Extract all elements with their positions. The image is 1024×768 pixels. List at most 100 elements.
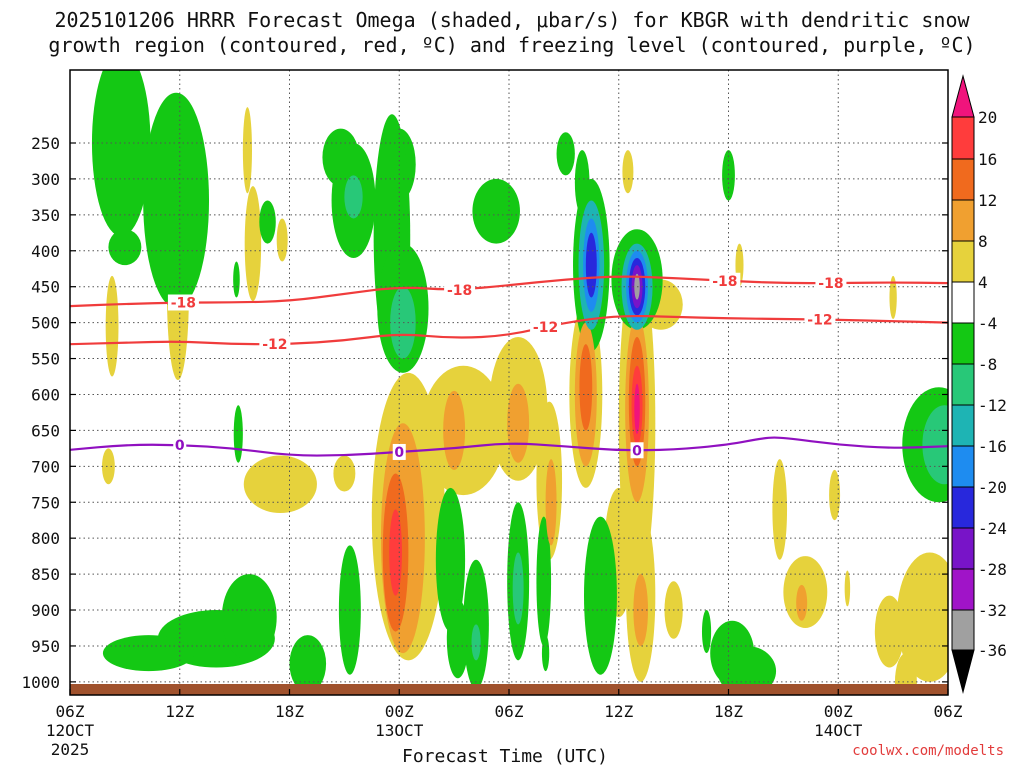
y-tick-label-1000: 1000 <box>21 673 60 692</box>
colorbar-bin-8 <box>951 445 975 488</box>
omega-cell-40 <box>722 150 735 201</box>
x-tick-label-24: 06Z <box>495 702 524 721</box>
y-tick-label-600: 600 <box>31 385 60 404</box>
colorbar-bin-12 <box>951 609 975 651</box>
omega-cell-57 <box>701 610 712 654</box>
y-tick-label-350: 350 <box>31 206 60 225</box>
y-tick-label-650: 650 <box>31 421 60 440</box>
colorbar-label-12: -32 <box>978 601 1007 620</box>
y-tick-label-950: 950 <box>31 637 60 656</box>
x-tick-date-18: 13OCT <box>375 721 424 740</box>
pressure-axis: 250 300 350 400 450 500 550 600 650 700 750 800 850 9… <box>21 134 948 692</box>
freezing-level-line-label-2: 0 <box>632 443 642 459</box>
omega-cell-2 <box>244 186 262 302</box>
x-tick-label-12: 18Z <box>275 702 304 721</box>
omega-cell-7 <box>333 455 356 492</box>
minus18-line-label-0: -18 <box>171 296 196 312</box>
omega-cell-6 <box>243 455 317 514</box>
omega-cell-73 <box>512 552 524 625</box>
x-tick-label-30: 12Z <box>604 702 633 721</box>
minus12-line-label-bg-2 <box>804 311 836 328</box>
omega-cell-64 <box>545 459 557 546</box>
y-tick-label-850: 850 <box>31 565 60 584</box>
colorbar-bin-3 <box>951 240 975 283</box>
omega-cell-72 <box>471 624 481 661</box>
omega-cell-19 <box>772 459 788 560</box>
colorbar: 20 16 12 8 4 -4 -8 -12 -16 -20 -24 -28 -32 -36 <box>951 74 1007 694</box>
freezing-level-line-label-bg-2 <box>630 442 644 459</box>
omega-cell-85 <box>634 383 640 434</box>
omega-cell-31 <box>259 200 276 244</box>
minus18-line-label-3: -18 <box>818 276 843 292</box>
y-tick-label-700: 700 <box>31 457 60 476</box>
colorbar-cap-top <box>951 74 975 118</box>
colorbar-label-10: -24 <box>978 519 1007 538</box>
temperature-contours: -18 -18 -18 -18 -12 -12 -12 0 0 0 <box>70 272 948 461</box>
omega-cell-29 <box>143 92 210 309</box>
minus18-line-label-1: -18 <box>447 283 472 299</box>
omega-cell-43 <box>102 635 195 672</box>
y-tick-label-250: 250 <box>31 134 60 153</box>
omega-cell-24 <box>874 595 905 668</box>
omega-cell-63 <box>507 383 530 463</box>
omega-cell-62 <box>443 390 466 470</box>
colorbar-label-7: -12 <box>978 396 1007 415</box>
chart-title-line-1: 2025101206 HRRR Forecast Omega (shaded, … <box>54 8 970 32</box>
freezing-level-line <box>70 436 948 457</box>
x-tick-label-6: 12Z <box>165 702 194 721</box>
y-tick-label-400: 400 <box>31 242 60 261</box>
y-tick-label-500: 500 <box>31 314 60 333</box>
colorbar-bin-2 <box>951 199 975 242</box>
colorbar-bin-11 <box>951 568 975 611</box>
y-tick-label-450: 450 <box>31 278 60 297</box>
minus18-line-label-bg-0 <box>167 294 199 311</box>
colorbar-bin-0 <box>951 116 975 160</box>
omega-cell-75 <box>579 344 593 431</box>
minus12-line-label-1: -12 <box>533 320 558 336</box>
minus12-line-label-bg-1 <box>530 318 562 335</box>
colorbar-label-1: 16 <box>978 150 997 169</box>
omega-cell-37 <box>472 178 520 244</box>
colorbar-label-5: -4 <box>978 314 997 333</box>
omega-cell-0 <box>105 275 119 377</box>
x-tick-date-0: 12OCT <box>46 721 95 740</box>
omega-shading-layer <box>91 70 948 684</box>
minus12-line-label-2: -12 <box>807 313 832 329</box>
x-tick-date-42: 14OCT <box>814 721 863 740</box>
colorbar-label-9: -20 <box>978 478 1007 497</box>
omega-cell-44 <box>289 635 327 684</box>
colorbar-label-6: -8 <box>978 355 997 374</box>
colorbar-label-3: 8 <box>978 232 988 251</box>
omega-cell-71 <box>922 405 948 485</box>
omega-cell-54 <box>233 261 240 298</box>
colorbar-bin-5 <box>951 322 975 365</box>
omega-cell-56 <box>541 635 550 672</box>
omega-cell-53 <box>710 620 755 684</box>
minus18-line-label-bg-1 <box>444 281 476 298</box>
omega-cell-46 <box>435 487 466 632</box>
omega-cell-70 <box>390 286 416 359</box>
colorbar-label-2: 12 <box>978 191 997 210</box>
omega-cell-50 <box>536 516 552 646</box>
omega-cell-83 <box>585 232 597 298</box>
x-tick-label-36: 18Z <box>714 702 743 721</box>
omega-cell-25 <box>894 653 917 684</box>
chart-title-line-2: growth region (contoured, red, ºC) and f… <box>48 33 976 57</box>
y-tick-label-550: 550 <box>31 350 60 369</box>
x-tick-label-42: 00Z <box>824 702 853 721</box>
omega-cell-27 <box>622 150 634 194</box>
omega-cell-22 <box>844 570 851 607</box>
colorbar-bin-10 <box>951 527 975 570</box>
minus18-line-label-bg-3 <box>815 275 847 292</box>
omega-cell-68 <box>796 584 808 621</box>
minus12-line-label-0: -12 <box>262 337 287 353</box>
colorbar-cap-bottom <box>951 649 975 694</box>
colorbar-bin-7 <box>951 404 975 447</box>
colorbar-label-8: -16 <box>978 437 1007 456</box>
omega-cell-67 <box>633 574 649 646</box>
omega-cell-42 <box>221 574 277 661</box>
colorbar-label-0: 20 <box>978 108 997 127</box>
source-credit: coolwx.com/modelts <box>852 743 1004 759</box>
x-tick-label-18: 00Z <box>385 702 414 721</box>
